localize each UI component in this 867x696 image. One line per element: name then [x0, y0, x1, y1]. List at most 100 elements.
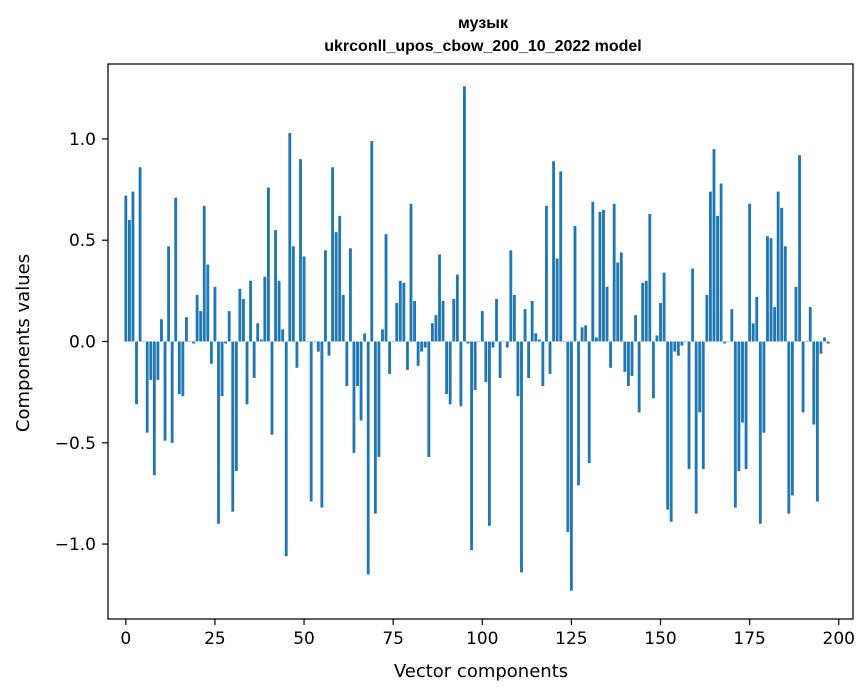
- bar-100: [480, 311, 484, 342]
- bar-172: [737, 341, 741, 472]
- bar-111: [520, 341, 523, 573]
- bar-68: [366, 341, 370, 575]
- bar-72: [381, 329, 384, 342]
- bar-124: [566, 341, 570, 532]
- bar-146: [644, 280, 648, 342]
- bar-66: [359, 341, 363, 421]
- bar-112: [523, 309, 527, 342]
- bar-145: [641, 282, 645, 342]
- bar-121: [555, 258, 559, 342]
- bar-167: [719, 183, 723, 342]
- bar-164: [708, 191, 712, 342]
- bar-126: [573, 226, 577, 342]
- bar-45: [284, 341, 288, 557]
- bar-109: [512, 294, 516, 342]
- bar-156: [680, 341, 684, 346]
- bar-78: [402, 282, 406, 342]
- bar-54: [316, 341, 320, 352]
- bar-120: [552, 161, 555, 342]
- chart-title-line2: ukrconll_upos_cbow_200_10_2022 model: [324, 38, 641, 55]
- bar-173: [741, 341, 744, 423]
- bar-186: [787, 341, 791, 514]
- bar-41: [270, 341, 274, 435]
- bar-34: [245, 341, 249, 405]
- bar-155: [676, 341, 680, 356]
- bar-58: [331, 167, 334, 342]
- bar-105: [498, 341, 502, 378]
- bar-94: [459, 341, 463, 407]
- bar-52: [309, 341, 313, 502]
- bar-43: [277, 280, 281, 342]
- bar-163: [705, 294, 709, 342]
- bar-115: [534, 333, 538, 342]
- bar-83: [420, 341, 424, 352]
- bar-35: [249, 280, 253, 342]
- bar-151: [662, 272, 666, 342]
- bar-196: [823, 337, 826, 342]
- bar-1: [127, 219, 131, 342]
- bar-136: [609, 341, 613, 368]
- bar-185: [783, 246, 787, 342]
- bar-182: [773, 307, 776, 342]
- bar-195: [819, 341, 823, 354]
- bar-114: [530, 300, 534, 342]
- bar-70: [373, 341, 377, 514]
- bar-113: [527, 341, 531, 378]
- bar-141: [627, 341, 630, 387]
- bar-108: [509, 250, 513, 342]
- bar-19: [192, 341, 195, 344]
- bar-165: [712, 149, 716, 342]
- bar-31: [234, 341, 238, 472]
- bar-28: [224, 341, 228, 344]
- bar-176: [751, 323, 755, 342]
- bar-171: [733, 341, 737, 508]
- bar-2: [131, 191, 135, 342]
- bar-71: [377, 341, 381, 457]
- bar-13: [170, 341, 174, 443]
- bars-group: [124, 86, 830, 591]
- bar-86: [430, 323, 434, 342]
- bar-181: [769, 238, 773, 342]
- bar-90: [445, 341, 449, 395]
- bar-57: [327, 341, 331, 356]
- y-tick-label-0: −1.0: [55, 535, 96, 555]
- bar-50: [302, 256, 306, 342]
- bar-168: [723, 341, 727, 344]
- bar-61: [341, 294, 345, 342]
- bar-131: [591, 201, 595, 342]
- bar-154: [673, 341, 677, 352]
- bar-4: [138, 167, 142, 342]
- bar-96: [466, 341, 470, 344]
- y-tick-label-1: −0.5: [55, 434, 96, 454]
- bar-119: [548, 341, 552, 374]
- bar-98: [473, 341, 477, 391]
- bar-129: [584, 325, 588, 342]
- bar-49: [299, 159, 302, 342]
- bar-17: [185, 317, 188, 342]
- bar-107: [505, 341, 509, 348]
- x-tick-label-25: 25: [204, 629, 226, 649]
- bar-3: [135, 341, 138, 405]
- bar-44: [281, 329, 285, 342]
- bar-133: [598, 211, 602, 342]
- bar-21: [199, 311, 203, 342]
- bar-125: [569, 341, 573, 591]
- bar-42: [274, 230, 277, 342]
- bar-143: [634, 315, 637, 342]
- bar-194: [815, 341, 819, 502]
- bar-20: [195, 294, 199, 342]
- bar-88: [438, 254, 441, 342]
- bar-170: [730, 309, 734, 342]
- bar-148: [651, 341, 655, 399]
- bar-77: [398, 280, 402, 342]
- bar-140: [623, 341, 627, 372]
- bar-159: [691, 268, 695, 342]
- bar-188: [794, 286, 798, 342]
- bar-197: [826, 341, 830, 344]
- bar-149: [655, 335, 659, 342]
- bar-161: [698, 341, 702, 413]
- bar-46: [288, 132, 292, 342]
- bar-92: [452, 298, 456, 342]
- bar-32: [238, 288, 242, 342]
- bar-179: [762, 341, 766, 433]
